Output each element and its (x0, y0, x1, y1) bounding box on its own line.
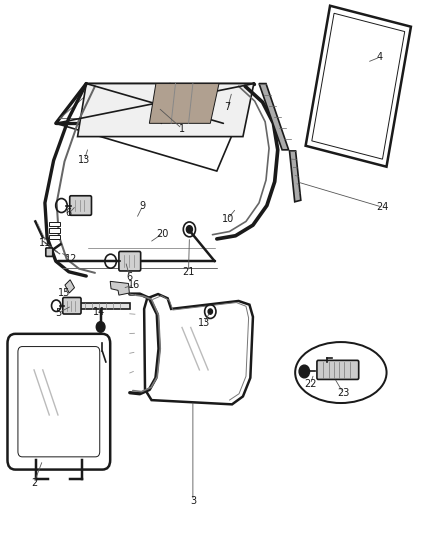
Bar (49, 222, 60, 226)
Text: 4: 4 (377, 52, 383, 62)
Text: 10: 10 (222, 214, 234, 224)
Polygon shape (290, 151, 301, 202)
Text: 13: 13 (78, 156, 90, 165)
Polygon shape (65, 280, 74, 293)
FancyBboxPatch shape (63, 297, 81, 314)
Text: 9: 9 (140, 200, 146, 211)
Text: 21: 21 (182, 267, 195, 277)
Polygon shape (110, 281, 129, 295)
Circle shape (208, 309, 212, 314)
Polygon shape (67, 303, 130, 309)
Polygon shape (78, 84, 254, 136)
Text: 23: 23 (337, 387, 349, 398)
FancyBboxPatch shape (317, 360, 359, 379)
Text: 15: 15 (58, 288, 71, 298)
Bar (49, 235, 60, 239)
Circle shape (299, 365, 310, 378)
Text: 11: 11 (39, 238, 51, 248)
Text: 16: 16 (128, 280, 140, 290)
Text: 2: 2 (31, 478, 37, 488)
Text: 7: 7 (225, 102, 231, 112)
Text: 24: 24 (376, 202, 389, 212)
Polygon shape (306, 6, 411, 167)
Text: 5: 5 (55, 308, 61, 318)
Text: 20: 20 (156, 229, 169, 239)
Text: 12: 12 (65, 254, 77, 263)
Polygon shape (312, 13, 405, 159)
Circle shape (186, 225, 192, 233)
Ellipse shape (295, 342, 387, 403)
FancyBboxPatch shape (46, 248, 53, 256)
Text: 6: 6 (127, 272, 133, 282)
FancyBboxPatch shape (7, 334, 110, 470)
Text: 3: 3 (190, 496, 196, 506)
Text: 13: 13 (198, 318, 210, 328)
Text: 14: 14 (93, 306, 106, 317)
Polygon shape (149, 84, 219, 123)
Polygon shape (56, 84, 254, 171)
Text: 22: 22 (304, 379, 317, 389)
Polygon shape (144, 294, 253, 405)
Circle shape (96, 321, 105, 332)
Polygon shape (259, 84, 289, 150)
Text: 6: 6 (66, 208, 72, 219)
Text: 1: 1 (179, 124, 185, 134)
FancyBboxPatch shape (119, 252, 141, 271)
FancyBboxPatch shape (70, 196, 92, 215)
Bar (49, 228, 60, 232)
